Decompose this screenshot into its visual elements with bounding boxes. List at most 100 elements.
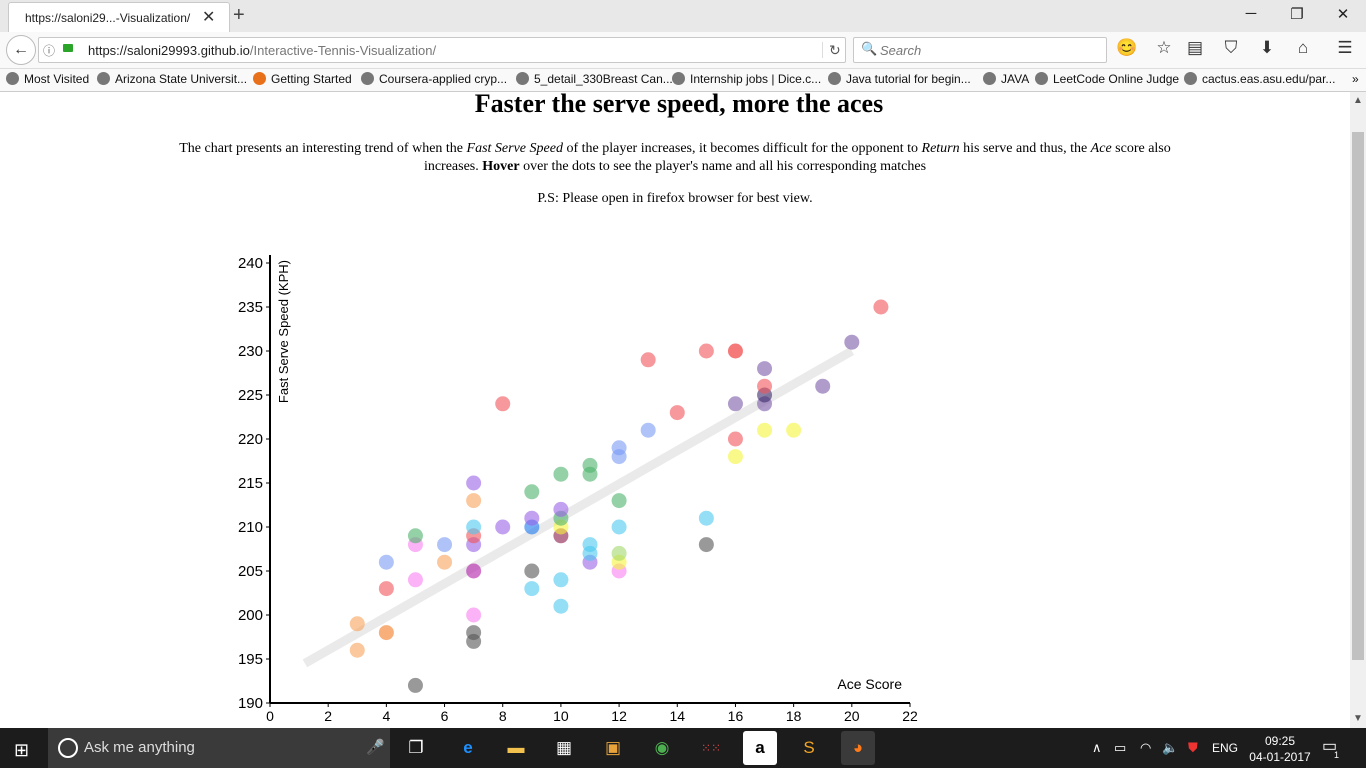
data-point[interactable] xyxy=(407,677,423,693)
data-point[interactable] xyxy=(466,519,482,535)
data-point[interactable] xyxy=(553,466,569,482)
reload-icon[interactable]: ↻ xyxy=(822,42,841,58)
data-point[interactable] xyxy=(349,616,365,632)
data-point[interactable] xyxy=(524,563,540,579)
data-point[interactable] xyxy=(727,396,743,412)
app-icon[interactable]: ⁙⁙ xyxy=(700,741,722,755)
data-point[interactable] xyxy=(582,537,598,553)
scroll-up-icon[interactable]: ▲ xyxy=(1353,95,1363,106)
data-point[interactable] xyxy=(669,405,685,421)
edge-icon[interactable]: e xyxy=(463,738,473,757)
data-point[interactable] xyxy=(757,378,773,394)
data-point[interactable] xyxy=(727,343,743,359)
data-point[interactable] xyxy=(495,519,511,535)
scroll-thumb[interactable] xyxy=(1352,132,1364,660)
data-point[interactable] xyxy=(582,457,598,473)
bookmark-item[interactable]: 5_detail_330Breast Can... xyxy=(516,72,673,86)
data-point[interactable] xyxy=(437,537,453,553)
data-point[interactable] xyxy=(611,493,627,509)
sublime-icon[interactable]: S xyxy=(803,738,815,757)
data-point[interactable] xyxy=(727,449,743,465)
chrome-icon[interactable]: ◉ xyxy=(654,738,670,757)
bookmark-item[interactable]: Internship jobs | Dice.c... xyxy=(672,72,821,86)
data-point[interactable] xyxy=(611,519,627,535)
close-window-icon[interactable]: ✕ xyxy=(1336,6,1350,23)
data-point[interactable] xyxy=(349,642,365,658)
data-point[interactable] xyxy=(378,554,394,570)
new-tab-icon[interactable]: + xyxy=(233,4,245,26)
back-button[interactable]: ← xyxy=(6,35,36,65)
taskbar-search[interactable]: Ask me anything 🎤 xyxy=(48,728,390,768)
data-point[interactable] xyxy=(727,431,743,447)
bookmark-item[interactable]: JAVA xyxy=(983,72,1029,86)
tray-expand-icon[interactable]: ∧ xyxy=(1092,740,1102,755)
data-point[interactable] xyxy=(407,572,423,588)
data-point[interactable] xyxy=(466,493,482,509)
data-point[interactable] xyxy=(466,607,482,623)
reading-list-icon[interactable]: ▤ xyxy=(1186,38,1204,57)
data-point[interactable] xyxy=(495,396,511,412)
minimize-icon[interactable]: ─ xyxy=(1245,5,1257,22)
downloads-icon[interactable]: ⬇ xyxy=(1259,38,1275,57)
clock[interactable]: 09:25 04-01-2017 xyxy=(1249,734,1311,764)
data-point[interactable] xyxy=(786,422,802,438)
info-icon[interactable]: ⓘ xyxy=(43,44,56,58)
data-point[interactable] xyxy=(698,537,714,553)
windows-start-icon[interactable]: ⊞ xyxy=(14,740,30,760)
task-view-icon[interactable]: ❐ xyxy=(408,738,424,757)
bookmark-star-icon[interactable]: ☆ xyxy=(1156,38,1172,57)
data-point[interactable] xyxy=(466,563,482,579)
notifications-icon[interactable]: ▭ xyxy=(1322,738,1338,755)
data-point[interactable] xyxy=(553,572,569,588)
scroll-down-icon[interactable]: ▼ xyxy=(1353,713,1363,724)
data-point[interactable] xyxy=(407,528,423,544)
firefox-icon[interactable]: ◕ xyxy=(841,731,875,765)
bookmark-item[interactable]: Java tutorial for begin... xyxy=(828,72,971,86)
battery-icon[interactable]: ▭ xyxy=(1114,740,1127,755)
data-point[interactable] xyxy=(524,484,540,500)
data-point[interactable] xyxy=(437,554,453,570)
bookmark-item[interactable]: cactus.eas.asu.edu/par... xyxy=(1184,72,1335,86)
data-point[interactable] xyxy=(611,545,627,561)
data-point[interactable] xyxy=(757,422,773,438)
menu-icon[interactable]: ☰ xyxy=(1337,38,1353,57)
file-explorer-icon[interactable]: ▬ xyxy=(507,738,525,757)
data-point[interactable] xyxy=(873,299,889,315)
data-point[interactable] xyxy=(524,581,540,597)
language-indicator[interactable]: ENG xyxy=(1212,741,1239,755)
security-icon[interactable]: ⛊ xyxy=(1188,740,1198,755)
url-text[interactable]: https://saloni29993.github.io/Interactiv… xyxy=(88,43,437,58)
data-point[interactable] xyxy=(466,625,482,641)
url-bar[interactable]: ⓘ https://saloni29993.github.io/Interact… xyxy=(38,37,846,63)
pocket-icon[interactable]: ⛉ xyxy=(1224,38,1238,57)
browser-tab[interactable]: https://saloni29...-Visualization/ ✕ xyxy=(8,2,230,33)
bookmark-item[interactable]: Coursera-applied cryp... xyxy=(361,72,507,86)
data-point[interactable] xyxy=(640,352,656,368)
microphone-icon[interactable]: 🎤 xyxy=(366,739,385,756)
search-input[interactable]: 🔍 Search xyxy=(853,37,1107,63)
data-point[interactable] xyxy=(553,598,569,614)
home-icon[interactable]: ⌂ xyxy=(1297,38,1309,57)
bookmark-item[interactable]: Getting Started xyxy=(253,72,352,86)
app-icon[interactable]: ▣ xyxy=(604,738,622,757)
bookmark-item[interactable]: LeetCode Online Judge xyxy=(1035,72,1179,86)
data-point[interactable] xyxy=(844,334,860,350)
data-point[interactable] xyxy=(466,475,482,491)
data-point[interactable] xyxy=(698,510,714,526)
data-point[interactable] xyxy=(698,343,714,359)
restore-icon[interactable]: ❐ xyxy=(1290,6,1304,23)
data-point[interactable] xyxy=(757,361,773,377)
data-point[interactable] xyxy=(611,440,627,456)
data-point[interactable] xyxy=(553,501,569,517)
data-point[interactable] xyxy=(524,510,540,526)
data-point[interactable] xyxy=(640,422,656,438)
bookmarks-overflow-icon[interactable]: » xyxy=(1352,72,1359,86)
bookmark-item[interactable]: Most Visited xyxy=(6,72,89,86)
data-point[interactable] xyxy=(378,581,394,597)
close-tab-icon[interactable]: ✕ xyxy=(202,9,216,26)
extension-icon[interactable]: 😊 xyxy=(1116,38,1138,57)
bookmark-item[interactable]: Arizona State Universit... xyxy=(97,72,247,86)
volume-icon[interactable]: 🔈 xyxy=(1162,740,1179,755)
store-icon[interactable]: ▦ xyxy=(555,738,573,757)
data-point[interactable] xyxy=(378,625,394,641)
